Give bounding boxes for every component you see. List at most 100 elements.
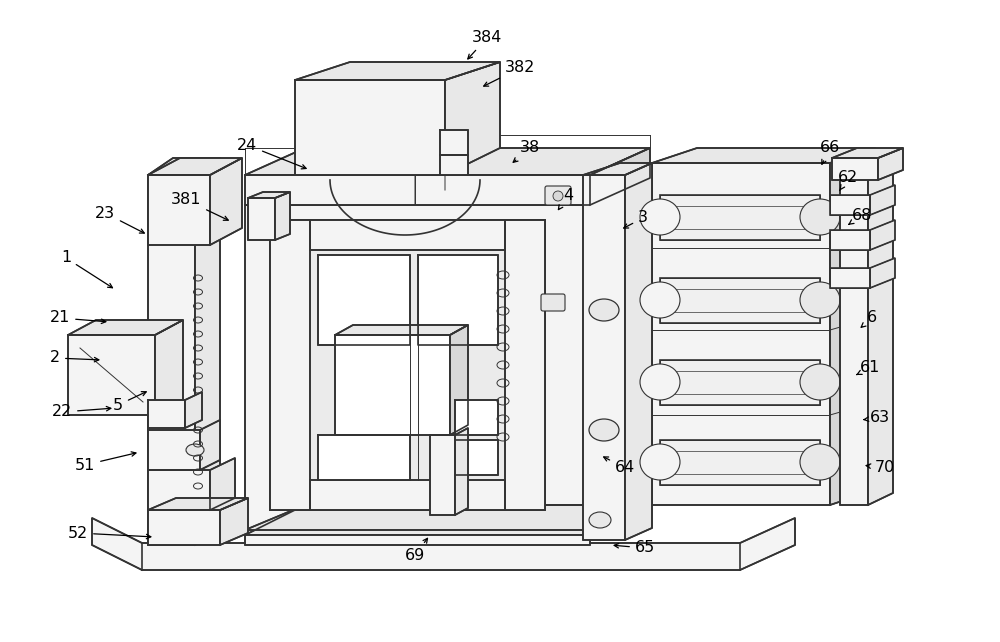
Text: 1: 1 — [61, 250, 112, 288]
Text: 2: 2 — [50, 351, 99, 365]
Polygon shape — [660, 440, 820, 485]
Polygon shape — [200, 420, 220, 470]
Polygon shape — [832, 148, 903, 158]
Polygon shape — [185, 392, 202, 428]
Ellipse shape — [589, 299, 619, 321]
Polygon shape — [455, 400, 498, 435]
Text: 6: 6 — [861, 311, 877, 327]
Polygon shape — [245, 148, 650, 175]
Polygon shape — [445, 62, 500, 175]
Ellipse shape — [640, 199, 680, 235]
Polygon shape — [450, 325, 468, 435]
Polygon shape — [310, 220, 505, 250]
Text: 51: 51 — [75, 452, 136, 473]
Polygon shape — [245, 505, 650, 535]
Polygon shape — [148, 430, 200, 470]
Polygon shape — [210, 458, 235, 510]
FancyBboxPatch shape — [541, 294, 565, 311]
Polygon shape — [148, 175, 195, 545]
Polygon shape — [245, 205, 590, 535]
Polygon shape — [335, 335, 450, 435]
Polygon shape — [248, 198, 275, 240]
Text: 66: 66 — [820, 141, 840, 164]
Polygon shape — [870, 220, 895, 250]
Polygon shape — [220, 498, 248, 545]
Polygon shape — [660, 195, 820, 240]
Polygon shape — [210, 158, 242, 245]
Ellipse shape — [640, 282, 680, 318]
Polygon shape — [583, 163, 652, 175]
Polygon shape — [590, 175, 650, 535]
Polygon shape — [440, 155, 468, 175]
Text: 4: 4 — [558, 189, 573, 209]
Polygon shape — [840, 175, 868, 505]
Polygon shape — [418, 255, 498, 345]
Polygon shape — [870, 258, 895, 288]
Ellipse shape — [800, 282, 840, 318]
Ellipse shape — [800, 199, 840, 235]
Polygon shape — [625, 163, 652, 540]
Polygon shape — [195, 158, 220, 545]
Polygon shape — [310, 480, 505, 510]
Text: 24: 24 — [237, 137, 306, 169]
Polygon shape — [430, 435, 455, 515]
Polygon shape — [318, 255, 410, 345]
Polygon shape — [92, 518, 795, 570]
Polygon shape — [505, 220, 545, 510]
Text: 382: 382 — [484, 60, 535, 86]
Polygon shape — [248, 192, 290, 198]
Ellipse shape — [186, 444, 204, 456]
Text: 62: 62 — [838, 171, 858, 191]
Polygon shape — [868, 163, 893, 505]
Text: 61: 61 — [857, 361, 880, 376]
Polygon shape — [590, 148, 650, 205]
Ellipse shape — [800, 444, 840, 480]
Polygon shape — [830, 230, 870, 250]
Polygon shape — [148, 158, 220, 175]
Text: 384: 384 — [468, 31, 502, 59]
Polygon shape — [840, 163, 893, 175]
Polygon shape — [652, 163, 830, 505]
Ellipse shape — [640, 364, 680, 400]
Polygon shape — [245, 175, 650, 205]
Text: 68: 68 — [849, 207, 872, 225]
Polygon shape — [270, 220, 310, 510]
Polygon shape — [335, 325, 468, 335]
Circle shape — [553, 191, 563, 201]
Text: 3: 3 — [624, 211, 648, 228]
Ellipse shape — [800, 364, 840, 400]
Polygon shape — [295, 62, 500, 80]
Polygon shape — [245, 175, 590, 205]
Text: 21: 21 — [50, 311, 106, 325]
Text: 64: 64 — [604, 457, 635, 476]
Polygon shape — [270, 220, 545, 510]
Text: 65: 65 — [614, 541, 655, 555]
Polygon shape — [878, 148, 903, 180]
Polygon shape — [660, 360, 820, 405]
Text: 52: 52 — [68, 526, 151, 541]
Polygon shape — [148, 510, 220, 545]
Ellipse shape — [589, 419, 619, 441]
Polygon shape — [455, 428, 468, 515]
Text: 63: 63 — [864, 410, 890, 426]
Polygon shape — [148, 470, 210, 510]
Polygon shape — [455, 440, 498, 475]
Text: 5: 5 — [113, 392, 146, 413]
Polygon shape — [155, 320, 183, 415]
Text: 381: 381 — [171, 193, 228, 220]
Text: 38: 38 — [513, 141, 540, 162]
Text: 69: 69 — [405, 539, 427, 562]
Polygon shape — [652, 148, 875, 163]
Polygon shape — [870, 185, 895, 215]
FancyBboxPatch shape — [545, 186, 571, 205]
Polygon shape — [148, 158, 242, 175]
Polygon shape — [245, 505, 650, 530]
Polygon shape — [148, 400, 185, 428]
Polygon shape — [275, 192, 290, 240]
Polygon shape — [148, 175, 210, 245]
Polygon shape — [68, 320, 183, 335]
Ellipse shape — [640, 444, 680, 480]
Polygon shape — [295, 80, 445, 175]
Polygon shape — [830, 195, 870, 215]
Polygon shape — [832, 158, 878, 180]
